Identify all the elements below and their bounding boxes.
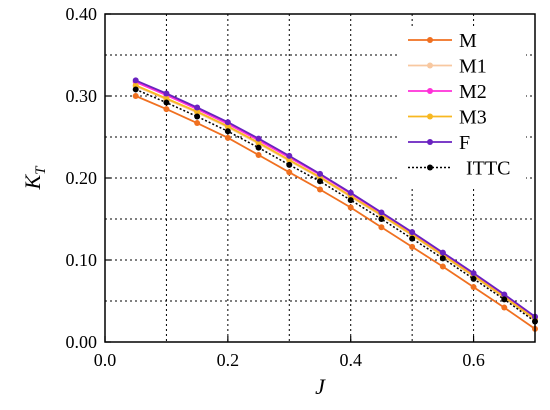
series-ittc-point [286, 161, 293, 168]
y-axis-title: KT [20, 165, 49, 191]
series-f-point [439, 249, 446, 256]
legend-entry-ittc: ITTC [408, 158, 510, 180]
series-f-line [135, 79, 536, 318]
series-m-point [501, 304, 508, 311]
legend-entry-f: F [408, 132, 470, 154]
series-ittc-point [224, 128, 231, 135]
series-m3-line [135, 84, 536, 320]
series-ittc-point [378, 216, 385, 222]
series-f-point [347, 189, 354, 196]
series-m3-point [132, 82, 139, 89]
series-f-point [409, 229, 416, 236]
series-f-point [163, 90, 170, 97]
legend-entry-m3: M3 [408, 107, 487, 129]
legend-label-m1: M1 [459, 56, 487, 78]
series-ittc-line [135, 88, 536, 323]
y-axis-title-subscript: T [33, 165, 49, 175]
legend-background [398, 28, 526, 186]
series-f-point [317, 170, 323, 177]
series-m-point [317, 186, 323, 193]
y-tick-label: 0.10 [66, 250, 98, 270]
series-ittc-point [501, 296, 508, 303]
series-f-point [501, 291, 508, 298]
series-m3-point [286, 156, 293, 163]
series-ittc-point [409, 235, 416, 242]
series-ittc-point [255, 144, 262, 151]
series-f-point [378, 209, 385, 216]
series-ittc [132, 86, 538, 325]
series-m3-point [255, 139, 262, 146]
series-m-point [224, 134, 231, 141]
legend-marker-m3 [427, 113, 433, 120]
series-f-point [224, 119, 231, 126]
legend-marker-m [427, 37, 433, 43]
series-m-point [439, 263, 446, 270]
series-m-point [163, 106, 170, 113]
legend-entry-m2: M2 [408, 81, 487, 103]
series-f-point [194, 104, 201, 111]
legend-label-m3: M3 [459, 107, 487, 129]
legend-marker-f [427, 139, 433, 145]
series-f-point [132, 77, 139, 84]
series-ittc-point [132, 86, 139, 93]
legend-label-m: M [459, 30, 477, 52]
series-m3-point [163, 95, 170, 102]
legend-entry-m1: M1 [408, 56, 487, 78]
series-f-point [470, 270, 477, 277]
legend-label-ittc: ITTC [466, 158, 510, 180]
series-m3-point [194, 108, 201, 115]
legend: M M1 M2 M3 F ITTC [398, 28, 526, 186]
series-m-point [409, 243, 416, 250]
series-m-point [347, 204, 354, 211]
y-tick-label: 0.20 [66, 168, 98, 188]
y-tick-label: 0.40 [66, 4, 98, 24]
series-ittc-point [439, 255, 446, 262]
legend-label-m2: M2 [459, 81, 487, 103]
series-m-point [132, 93, 139, 99]
y-tick-label: 0.30 [66, 86, 98, 106]
series-m [132, 93, 538, 332]
legend-label-f: F [459, 132, 470, 154]
x-tick-label: 0.0 [94, 350, 117, 370]
series-ittc-point [317, 178, 323, 185]
series-m-point [378, 224, 385, 231]
x-tick-label: 0.2 [217, 350, 240, 370]
legend-marker-m1 [427, 62, 433, 69]
series-m-point [255, 152, 262, 159]
legend-marker-m2 [427, 88, 433, 94]
legend-marker-ittc [427, 164, 433, 171]
series-f-point [286, 152, 293, 159]
x-axis-title: J [315, 374, 326, 399]
series-m3-point [224, 123, 231, 130]
series-ittc-point [194, 113, 201, 120]
series-m-point [286, 169, 293, 176]
plot-series [132, 77, 538, 332]
series-ittc-point [163, 99, 170, 106]
series-f [132, 77, 538, 320]
series-ittc-point [347, 197, 354, 204]
axis-ticks: 0.0 0.2 0.4 0.6 0.00 0.10 0.20 0.30 0.40 [66, 4, 485, 370]
x-tick-label: 0.6 [462, 350, 485, 370]
series-ittc-point [470, 275, 477, 282]
series-m-point [194, 120, 201, 127]
legend-entry-m: M [408, 30, 477, 52]
series-m-point [470, 284, 477, 291]
x-tick-label: 0.4 [339, 350, 362, 370]
y-axis-title-main: K [20, 174, 45, 191]
series-m-line [135, 95, 536, 330]
series-f-point [255, 135, 262, 142]
y-tick-label: 0.00 [66, 332, 98, 352]
